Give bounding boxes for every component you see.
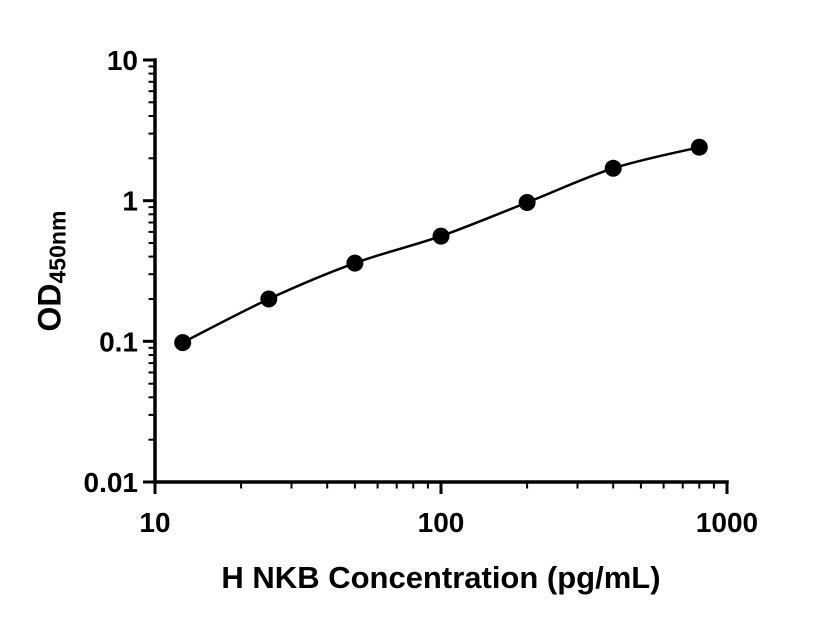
y-tick-label: 0.01 — [84, 467, 139, 498]
y-tick-label: 0.1 — [99, 326, 138, 357]
x-axis-label: H NKB Concentration (pg/mL) — [221, 560, 661, 595]
data-point — [518, 194, 536, 211]
data-point — [432, 227, 450, 245]
data-point — [174, 334, 192, 352]
data-point — [346, 254, 364, 272]
y-tick-label: 10 — [107, 45, 138, 76]
data-point — [690, 138, 708, 156]
fit-curve — [182, 145, 700, 344]
x-tick-label: 1000 — [696, 507, 758, 538]
x-tick-label: 100 — [418, 507, 465, 538]
y-tick-label: 1 — [122, 186, 138, 217]
data-point — [604, 159, 622, 177]
data-point — [260, 290, 278, 308]
x-tick-label: 10 — [139, 507, 170, 538]
